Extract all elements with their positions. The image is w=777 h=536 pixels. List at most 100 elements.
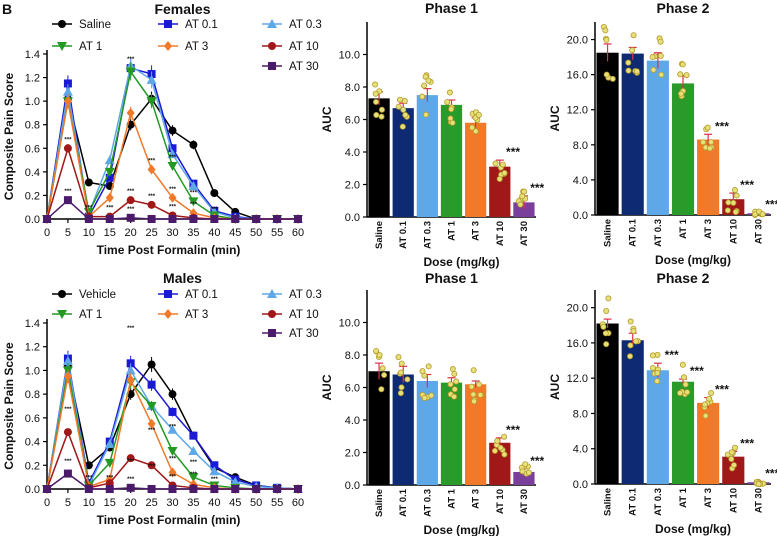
data-point xyxy=(62,86,73,96)
x-category-label: AT 10 xyxy=(728,219,739,244)
males_phase1-y-tick-label: 6.0 xyxy=(345,383,360,395)
individual-point xyxy=(706,145,713,152)
significance-star: *** xyxy=(64,407,72,413)
males_time-y-tick-label: 0.2 xyxy=(25,460,40,472)
individual-point xyxy=(702,412,709,419)
individual-point xyxy=(519,193,526,200)
individual-point xyxy=(630,328,637,335)
x-category-label: AT 1 xyxy=(678,487,689,508)
significance-star: *** xyxy=(169,155,177,161)
individual-point xyxy=(492,160,499,167)
data-point xyxy=(147,215,156,223)
bar-at-0-3 xyxy=(416,95,438,217)
individual-point xyxy=(468,383,475,390)
x-category-label: AT 3 xyxy=(703,219,714,239)
significance-star: *** xyxy=(127,477,135,483)
individual-point xyxy=(657,52,664,59)
data-point xyxy=(147,200,156,209)
data-point xyxy=(168,467,177,478)
individual-point xyxy=(397,390,404,397)
data-point xyxy=(63,469,72,478)
bar-at-1 xyxy=(671,381,695,484)
legend-marker xyxy=(164,290,172,298)
individual-point xyxy=(491,447,498,454)
males_time-y-tick-label: 1.2 xyxy=(25,342,40,354)
legend-item: AT 30 xyxy=(262,328,319,340)
individual-point xyxy=(627,342,634,349)
individual-point xyxy=(379,365,386,372)
data-point xyxy=(63,196,72,205)
legend-label: AT 10 xyxy=(289,41,319,53)
data-point xyxy=(167,161,178,171)
individual-point xyxy=(400,106,407,113)
legend-marker xyxy=(57,310,67,319)
data-point xyxy=(84,215,93,223)
individual-point xyxy=(404,376,411,383)
significance-star: *** xyxy=(665,348,679,362)
data-point xyxy=(146,97,157,107)
data-point xyxy=(189,215,198,223)
data-point xyxy=(189,485,198,493)
individual-point xyxy=(629,47,636,54)
x-category-label: AT 30 xyxy=(753,488,764,513)
legend-item: AT 0.1 xyxy=(158,19,218,31)
legend-label: AT 0.1 xyxy=(185,289,218,301)
individual-point xyxy=(633,68,640,75)
individual-point xyxy=(684,389,691,396)
legend-label: Vehicle xyxy=(79,289,116,301)
females_time-x-tick-label: 35 xyxy=(187,227,199,239)
significance-star: *** xyxy=(169,187,177,193)
individual-point xyxy=(728,456,735,463)
data-point xyxy=(210,189,219,198)
individual-point xyxy=(650,66,657,73)
individual-point xyxy=(398,360,405,367)
significance-star: *** xyxy=(211,207,219,213)
data-point xyxy=(168,407,177,416)
bar-at-3 xyxy=(697,402,720,484)
x-category-label: AT 3 xyxy=(703,488,714,508)
females_phase1-x-label: Dose (mg/kg) xyxy=(423,255,499,269)
legend-item: AT 1 xyxy=(52,309,102,321)
bar-at-3 xyxy=(697,139,720,215)
significance-star: *** xyxy=(506,145,520,159)
individual-point xyxy=(649,352,656,359)
individual-point xyxy=(649,364,656,371)
significance-star: *** xyxy=(85,206,93,212)
individual-point xyxy=(395,103,402,110)
data-point xyxy=(231,485,240,493)
individual-point xyxy=(471,398,478,405)
data-point xyxy=(210,485,219,493)
legend-marker xyxy=(58,290,66,298)
individual-point xyxy=(701,401,708,408)
legend-label: AT 0.3 xyxy=(289,19,322,31)
males_time-y-tick-label: 1.0 xyxy=(25,365,40,377)
legend-label: AT 1 xyxy=(79,41,102,53)
females_phase2-y-tick-label: 0.0 xyxy=(573,210,588,222)
significance-star: *** xyxy=(190,472,198,478)
individual-point xyxy=(399,123,406,130)
individual-point xyxy=(654,378,661,385)
females_time-y-tick-label: 0.6 xyxy=(25,143,40,155)
legend-marker xyxy=(58,20,66,28)
individual-point xyxy=(421,82,428,89)
data-point xyxy=(146,74,157,84)
females_phase1-title: Phase 1 xyxy=(425,0,478,16)
significance-star: *** xyxy=(169,474,177,480)
individual-point xyxy=(654,370,661,377)
females_time-chart: Females 0.0 0.2 0.4 0.6 0.8 1.0 1.2 1.4 0 5 10 15 20 2… xyxy=(2,1,322,257)
legend-label: AT 0.1 xyxy=(185,19,218,31)
females_time-x-tick-label: 20 xyxy=(125,227,137,239)
individual-point xyxy=(425,363,432,370)
significance-star: *** xyxy=(506,423,520,437)
data-point xyxy=(252,485,261,493)
individual-point xyxy=(378,386,385,393)
data-point xyxy=(168,215,177,223)
females_time-y-tick-label: 1.4 xyxy=(25,49,40,61)
data-point xyxy=(126,107,135,118)
males_time-x-tick-label: 55 xyxy=(271,497,283,509)
individual-point xyxy=(632,338,639,345)
significance-star: *** xyxy=(148,194,156,200)
data-point xyxy=(43,485,51,493)
individual-point xyxy=(476,381,483,388)
males_time-y-tick-label: 0.8 xyxy=(25,389,40,401)
